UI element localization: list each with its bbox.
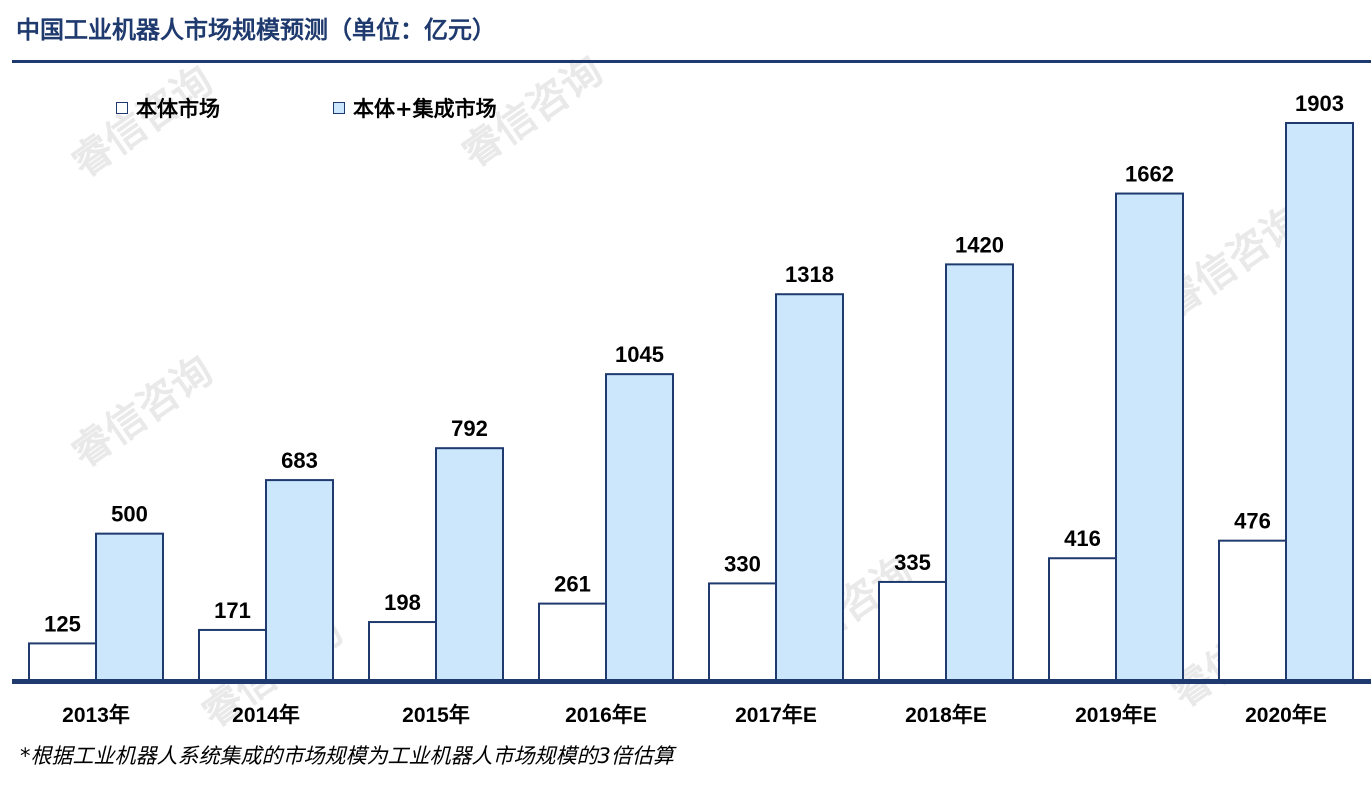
- footnote: *根据工业机器人系统集成的市场规模为工业机器人市场规模的3倍估算: [20, 744, 674, 768]
- bar-body: [1048, 557, 1117, 682]
- bar-body: [1218, 539, 1287, 681]
- data-label: 1318: [785, 262, 834, 287]
- x-axis-line: [12, 679, 1371, 684]
- bar-total: [605, 373, 674, 681]
- bar-body: [198, 628, 267, 682]
- data-label: 1662: [1125, 162, 1174, 187]
- bar-total: [95, 532, 164, 681]
- legend-label-body: 本体市场: [136, 97, 220, 121]
- title-divider: [12, 60, 1371, 63]
- bar-body: [708, 582, 777, 681]
- legend-item-body: 本体市场: [116, 93, 220, 123]
- bar-total: [265, 479, 334, 681]
- x-tick-label: 2015年: [402, 703, 470, 727]
- data-label: 500: [111, 502, 148, 527]
- data-label: 1045: [615, 342, 664, 367]
- data-label: 792: [451, 416, 488, 441]
- data-label: 1903: [1295, 91, 1344, 116]
- bar-total: [775, 293, 844, 681]
- data-label: 330: [724, 551, 761, 576]
- data-label: 261: [554, 572, 591, 597]
- data-label: 198: [384, 590, 421, 615]
- x-tick-label: 2014年: [232, 703, 300, 727]
- data-label: 125: [44, 611, 81, 636]
- bar-body: [368, 621, 437, 682]
- bar-total: [1115, 192, 1184, 681]
- bar-total: [435, 447, 504, 681]
- legend-label-total: 本体+集成市场: [353, 97, 497, 121]
- data-label: 476: [1234, 509, 1271, 534]
- legend-swatch-total: [333, 102, 345, 114]
- bar-body: [538, 602, 607, 681]
- legend-swatch-body: [116, 102, 128, 114]
- page-title: 中国工业机器人市场规模预测（单位：亿元）: [16, 15, 496, 44]
- data-label: 335: [894, 550, 931, 575]
- bar-body: [28, 642, 97, 681]
- bar-total: [945, 263, 1014, 681]
- x-tick-label: 2019年E: [1075, 703, 1157, 727]
- legend-item-total: 本体+集成市场: [333, 93, 497, 123]
- data-label: 1420: [955, 232, 1004, 257]
- x-tick-label: 2020年E: [1245, 703, 1327, 727]
- data-label: 416: [1064, 526, 1101, 551]
- x-tick-label: 2017年E: [735, 703, 817, 727]
- x-tick-label: 2013年: [62, 703, 130, 727]
- x-tick-label: 2018年E: [905, 703, 987, 727]
- data-label: 171: [214, 598, 251, 623]
- bar-body: [878, 580, 947, 681]
- x-tick-label: 2016年E: [565, 703, 647, 727]
- data-label: 683: [281, 448, 318, 473]
- bar-total: [1285, 122, 1354, 681]
